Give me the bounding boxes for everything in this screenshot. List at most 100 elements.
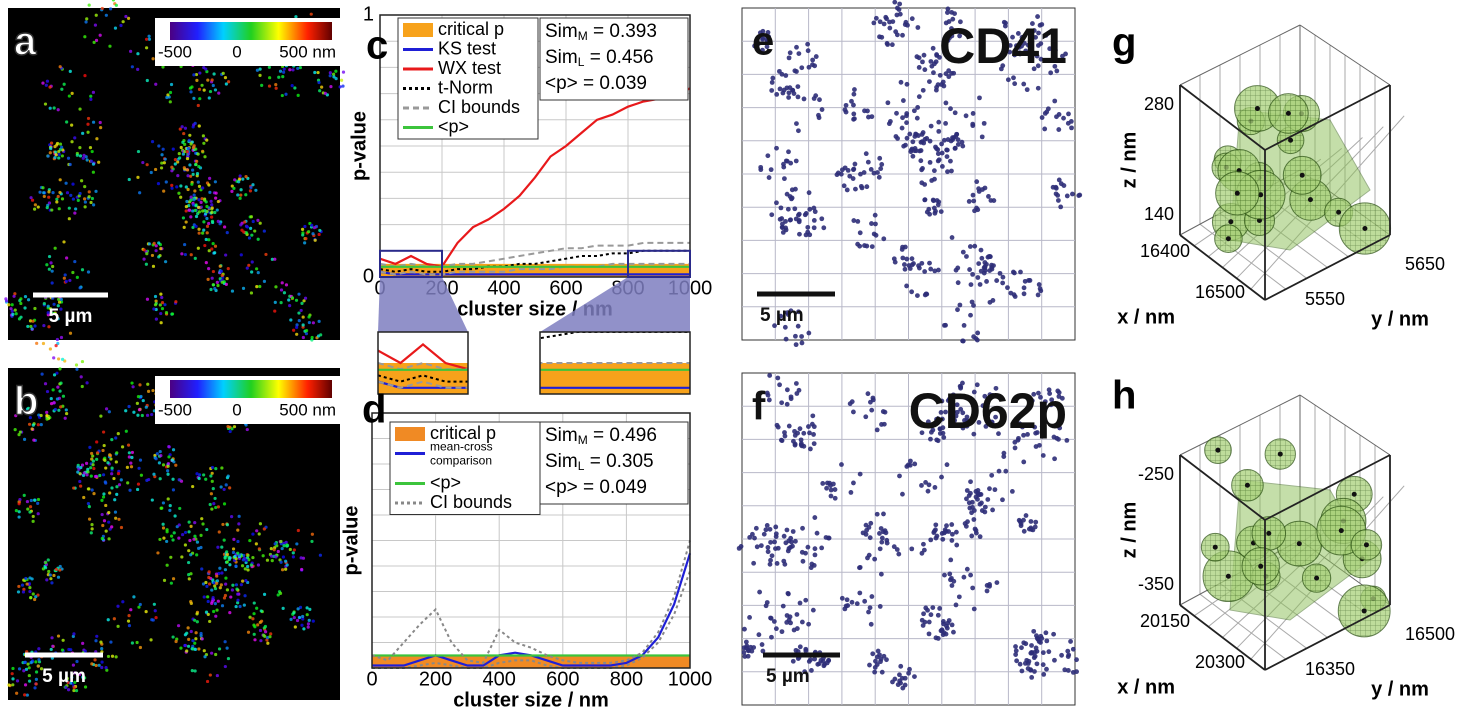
image-dot <box>241 177 244 180</box>
image-dot <box>1036 86 1041 91</box>
image-dot <box>829 488 834 493</box>
image-dot <box>219 265 222 268</box>
image-dot <box>295 333 298 336</box>
image-dot <box>151 254 154 257</box>
image-dot <box>936 613 941 618</box>
image-dot <box>1077 193 1082 198</box>
image-dot <box>31 320 34 323</box>
image-dot <box>229 595 232 598</box>
image-dot <box>246 267 249 270</box>
image-dot <box>257 238 260 241</box>
image-dot <box>767 373 772 378</box>
image-dot <box>799 65 804 70</box>
image-dot <box>107 618 110 621</box>
image-dot <box>284 560 287 563</box>
y-axis-label: y / nm <box>1371 308 1429 330</box>
image-dot <box>1046 649 1051 654</box>
image-dot <box>778 217 783 222</box>
image-dot <box>231 588 234 591</box>
image-dot <box>806 48 811 53</box>
image-dot <box>156 551 159 554</box>
image-dot <box>875 427 880 432</box>
image-dot <box>63 83 66 86</box>
image-dot <box>218 647 221 650</box>
image-dot <box>843 107 848 112</box>
image-dot <box>185 649 188 652</box>
image-dot <box>183 226 186 229</box>
image-dot <box>145 263 148 266</box>
image-dot <box>900 686 905 691</box>
image-dot <box>883 15 888 20</box>
image-dot <box>253 229 256 232</box>
image-dot <box>157 182 160 185</box>
image-dot <box>25 668 28 671</box>
image-dot <box>61 358 64 361</box>
image-dot <box>949 522 954 527</box>
image-dot <box>1041 662 1046 667</box>
image-dot <box>172 147 175 150</box>
image-dot <box>778 86 783 91</box>
image-dot <box>277 593 280 596</box>
image-dot <box>877 156 882 161</box>
scale-bar-label: 5 µm <box>766 666 810 687</box>
image-dot <box>95 14 98 17</box>
image-dot <box>776 425 781 430</box>
image-dot <box>824 535 829 540</box>
image-dot <box>921 88 926 93</box>
image-dot <box>31 427 34 430</box>
image-dot <box>807 190 812 195</box>
image-dot <box>897 2 902 7</box>
image-dot <box>145 252 148 255</box>
panel-label: d <box>362 388 386 432</box>
image-dot <box>108 491 111 494</box>
image-dot <box>919 167 924 172</box>
image-dot <box>45 578 48 581</box>
image-dot <box>257 271 260 274</box>
image-dot <box>107 537 110 540</box>
image-dot <box>208 570 211 573</box>
image-dot <box>803 598 808 603</box>
image-dot <box>100 647 103 650</box>
image-dot <box>165 180 168 183</box>
image-dot <box>782 176 787 181</box>
image-dot <box>1032 655 1037 660</box>
image-dot <box>75 660 78 663</box>
image-dot <box>787 55 792 60</box>
image-dot <box>90 662 93 665</box>
image-dot <box>187 626 190 629</box>
image-dot <box>207 238 210 241</box>
image-dot <box>77 199 80 202</box>
image-dot <box>170 582 173 585</box>
image-dot <box>33 499 36 502</box>
image-dot <box>211 466 214 469</box>
image-dot <box>208 191 211 194</box>
image-dot <box>246 554 249 557</box>
image-dot <box>162 537 165 540</box>
image-title: CD41 <box>939 18 1067 74</box>
sphere-center <box>1278 452 1283 457</box>
image-dot <box>160 166 163 169</box>
image-dot <box>178 478 181 481</box>
image-dot <box>183 243 186 246</box>
image-dot <box>224 583 227 586</box>
image-dot <box>873 659 878 664</box>
image-dot <box>794 45 799 50</box>
image-dot <box>188 134 191 137</box>
image-dot <box>232 187 235 190</box>
image-dot <box>42 342 45 345</box>
image-dot <box>939 209 944 214</box>
x-tick-label: 0 <box>366 668 377 690</box>
image-dot <box>241 564 244 567</box>
image-dot <box>902 262 907 267</box>
image-dot <box>187 638 190 641</box>
image-dot <box>205 585 208 588</box>
image-dot <box>256 69 259 72</box>
image-dot <box>812 424 817 429</box>
image-dot <box>816 113 821 118</box>
image-dot <box>24 577 27 580</box>
image-dot <box>268 66 271 69</box>
image-dot <box>154 168 157 171</box>
image-dot <box>979 256 984 261</box>
image-dot <box>162 523 165 526</box>
